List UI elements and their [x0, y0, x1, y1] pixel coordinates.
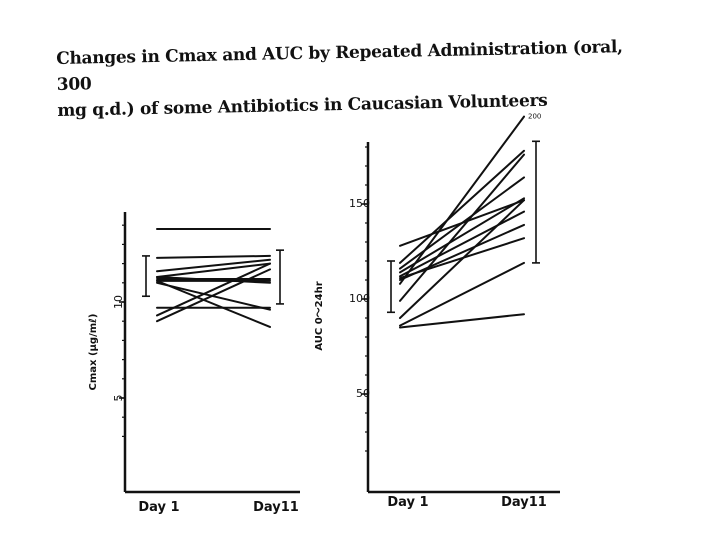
series-line [399, 210, 525, 278]
series-line [399, 261, 525, 327]
x-category-label: Day 1 [387, 495, 428, 510]
off-scale-note: 200 [528, 113, 541, 121]
y-tick-label: 50 [356, 387, 370, 400]
series-line [399, 149, 525, 264]
series-line [156, 262, 271, 317]
chart-panel-1: 5 10 Cmax (μg/mℓ) Day 1 Day11 [88, 212, 300, 515]
series-line [399, 313, 525, 329]
series-line [399, 199, 525, 319]
chart-panel-2: 50 100 150 AUC 0〜24hr Day 1 Day11 200 [314, 113, 560, 510]
y-tick-label: 100 [349, 292, 370, 305]
y-axis-title: AUC 0〜24hr [314, 281, 325, 350]
series-line [156, 254, 271, 259]
series-line [399, 115, 525, 285]
y-tick-label: 5 [112, 395, 125, 402]
x-category-label: Day 1 [138, 500, 179, 515]
series-line [156, 268, 271, 323]
series-line [156, 258, 271, 273]
y-axis-title: Cmax (μg/mℓ) [88, 314, 99, 391]
series-line [156, 279, 271, 328]
x-category-label: Day11 [501, 495, 547, 510]
series-line [399, 176, 525, 270]
x-category-label: Day11 [253, 500, 299, 515]
series-line [399, 153, 525, 302]
y-tick-label: 150 [349, 197, 370, 210]
y-tick-label: 10 [112, 295, 125, 309]
series-line [399, 197, 525, 274]
series-line [156, 262, 271, 279]
